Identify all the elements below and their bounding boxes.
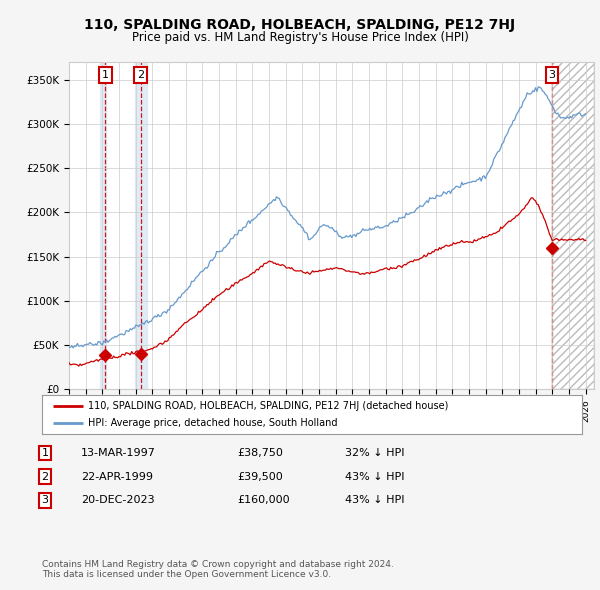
Bar (100, 62, 106, 389)
Text: 43% ↓ HPI: 43% ↓ HPI (345, 496, 404, 505)
Text: 3: 3 (41, 496, 49, 505)
Bar (552, 62, 594, 389)
Text: 1: 1 (41, 448, 49, 458)
Text: 2: 2 (137, 70, 145, 80)
Bar (135, 62, 146, 389)
Text: 110, SPALDING ROAD, HOLBEACH, SPALDING, PE12 7HJ (detached house): 110, SPALDING ROAD, HOLBEACH, SPALDING, … (88, 401, 448, 411)
Bar (552, 62, 594, 389)
Text: 110, SPALDING ROAD, HOLBEACH, SPALDING, PE12 7HJ: 110, SPALDING ROAD, HOLBEACH, SPALDING, … (85, 18, 515, 32)
Text: 1: 1 (102, 70, 109, 80)
Text: HPI: Average price, detached house, South Holland: HPI: Average price, detached house, Sout… (88, 418, 337, 428)
Text: Price paid vs. HM Land Registry's House Price Index (HPI): Price paid vs. HM Land Registry's House … (131, 31, 469, 44)
Text: 2: 2 (41, 472, 49, 481)
Text: 32% ↓ HPI: 32% ↓ HPI (345, 448, 404, 458)
Text: £160,000: £160,000 (237, 496, 290, 505)
Text: 43% ↓ HPI: 43% ↓ HPI (345, 472, 404, 481)
Text: 3: 3 (548, 70, 556, 80)
Text: £39,500: £39,500 (237, 472, 283, 481)
Text: Contains HM Land Registry data © Crown copyright and database right 2024.
This d: Contains HM Land Registry data © Crown c… (42, 560, 394, 579)
Text: 22-APR-1999: 22-APR-1999 (81, 472, 153, 481)
Text: 20-DEC-2023: 20-DEC-2023 (81, 496, 155, 505)
Text: 13-MAR-1997: 13-MAR-1997 (81, 448, 156, 458)
Text: £38,750: £38,750 (237, 448, 283, 458)
